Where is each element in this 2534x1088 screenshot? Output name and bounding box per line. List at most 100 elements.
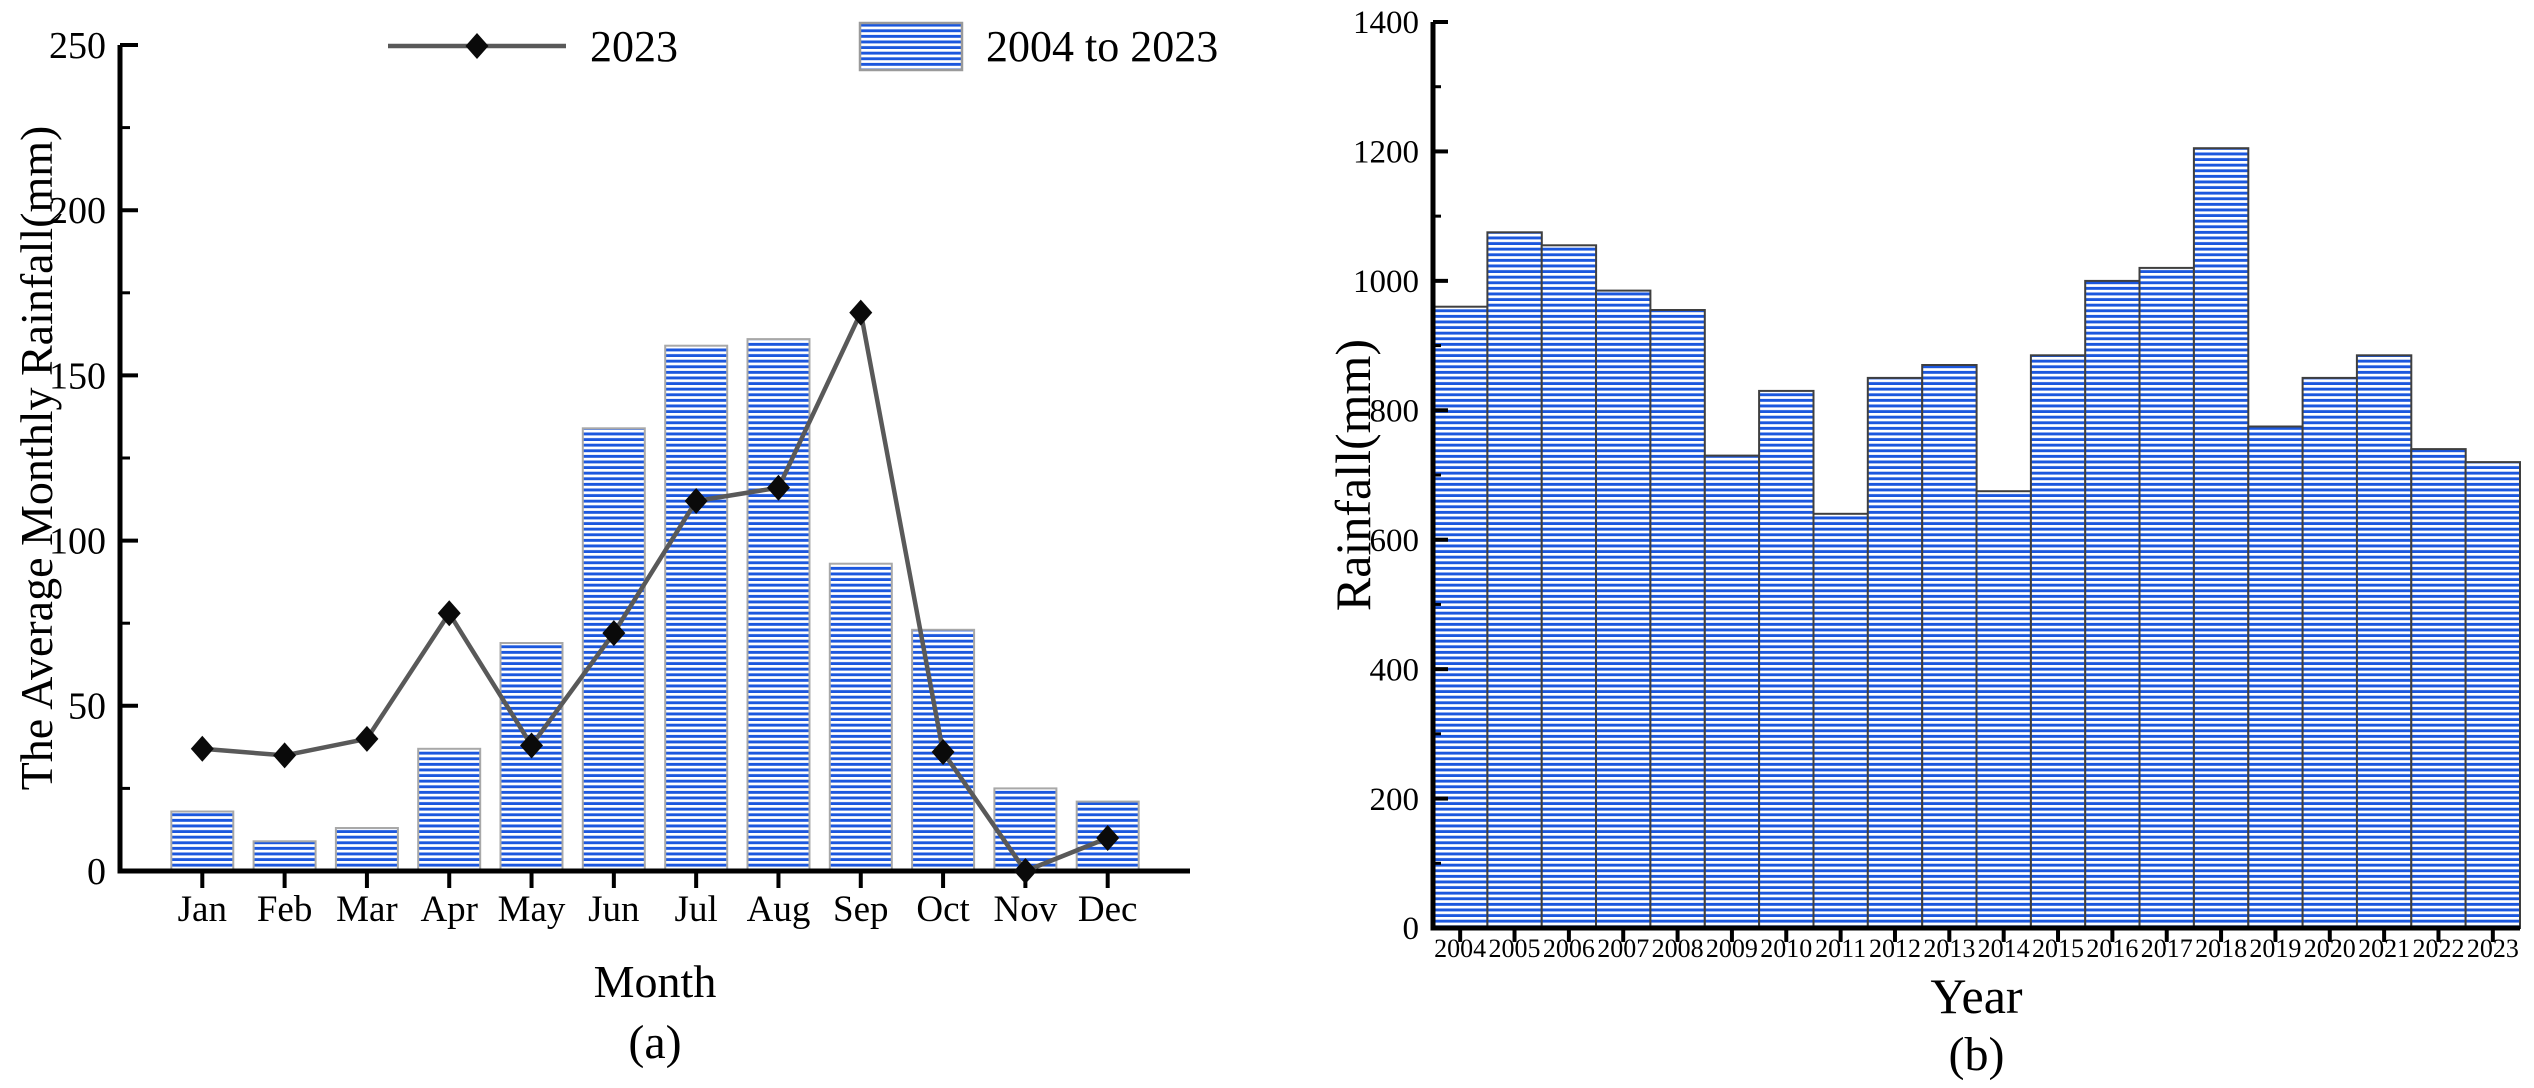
x-tick-label: Apr	[420, 889, 478, 930]
bar-2021	[2355, 354, 2413, 929]
x-tick-label: 2011	[1815, 934, 1866, 963]
bar-2009	[1703, 454, 1761, 929]
diamond-marker-Jan	[190, 735, 214, 762]
bar-2013	[1921, 364, 1978, 929]
bar-2010	[1758, 389, 1815, 929]
line-2023	[202, 310, 1109, 874]
bar-Jan	[170, 810, 235, 872]
x-tick-label: 2016	[2086, 934, 2138, 963]
bar-2007	[1595, 289, 1652, 930]
bar-2008	[1649, 309, 1706, 929]
x-tick-label: 2018	[2195, 934, 2247, 963]
bar-2020	[2301, 376, 2359, 929]
diamond-marker-Nov	[1013, 858, 1037, 884]
legend-bar-swatch	[858, 21, 964, 72]
x-tick-label: 2004	[1434, 934, 1486, 963]
bars-annual	[1432, 147, 2522, 930]
x-tick-label: 2008	[1652, 934, 1704, 963]
x-tick-label: Nov	[994, 889, 1058, 930]
panel-a-monthly-chart: 0 50 100 150 200 250 Jan Feb Mar Apr May Jun Jul Aug S…	[11, 21, 1218, 1069]
y-tick-label: 0	[1403, 911, 1420, 947]
x-tick-label: Jul	[675, 889, 718, 930]
y-tick-label: 200	[1370, 782, 1420, 818]
bar-2011	[1812, 512, 1869, 929]
diamond-marker-Jul	[684, 487, 708, 514]
diamond-marker-Jun	[602, 620, 626, 647]
x-tick-label: Mar	[336, 889, 398, 930]
bar-2017	[2138, 266, 2195, 929]
x-tick-label: 2009	[1706, 934, 1758, 963]
bar-2004	[1432, 305, 1489, 929]
x-tick-label: Jun	[588, 889, 639, 930]
x-tick-label: 2019	[2249, 934, 2301, 963]
x-tick-label: Jan	[178, 889, 227, 930]
line-series-2023	[190, 299, 1120, 884]
x-tick-label: Oct	[916, 889, 970, 930]
x-tick-label: Dec	[1078, 889, 1138, 930]
bar-Sep	[828, 562, 893, 872]
bar-Apr	[417, 747, 482, 872]
x-axis-title: Month	[594, 956, 717, 1007]
x-tick-label: May	[498, 889, 566, 930]
x-tick-label: 2013	[1923, 934, 1975, 963]
legend: 2023 2004 to 2023	[388, 21, 1218, 72]
x-axis-title: Year	[1930, 968, 2022, 1024]
legend-label-2004-2023: 2004 to 2023	[986, 22, 1218, 71]
x-tick-label: Aug	[747, 889, 811, 930]
x-tick-label: 2007	[1597, 934, 1649, 963]
panel-caption: (b)	[1949, 1028, 2005, 1081]
x-tick-label: Feb	[257, 889, 313, 930]
y-tick-label: 400	[1370, 652, 1420, 688]
bar-2022	[2410, 448, 2467, 929]
x-tick-label: 2021	[2358, 934, 2410, 963]
y-tick-label: 800	[1370, 394, 1420, 430]
y-tick-label: 1000	[1353, 264, 1419, 300]
y-tick-label: 1200	[1353, 135, 1419, 171]
x-tick-label: 2017	[2141, 934, 2193, 963]
diamond-marker-Apr	[437, 600, 461, 627]
y-axis-title: The Average Monthly Rainfall(mm)	[11, 126, 62, 791]
x-tick-label: 2015	[2032, 934, 2084, 963]
bars-monthly	[170, 338, 1140, 873]
panel-caption: (a)	[628, 1016, 681, 1069]
y-tick-label: 250	[49, 25, 106, 67]
y-tick-label: 50	[68, 686, 106, 728]
bar-2023	[2464, 461, 2522, 929]
x-tick-label: 2010	[1760, 934, 1812, 963]
diamond-marker-Sep	[849, 299, 873, 326]
bar-Aug	[746, 338, 811, 873]
bar-2006	[1540, 244, 1598, 930]
bar-Feb	[252, 840, 317, 872]
y-tick-label: 1400	[1353, 5, 1419, 41]
bar-2014	[1975, 490, 2032, 929]
x-tick-label: 2012	[1869, 934, 1921, 963]
x-tick-label: 2020	[2304, 934, 2356, 963]
y-tick-label: 150	[49, 355, 106, 397]
axes-monthly: 0 50 100 150 200 250 Jan Feb Mar Apr May Jun Jul Aug S…	[49, 25, 1190, 930]
diamond-marker-Feb	[273, 742, 297, 769]
diamond-marker-Mar	[355, 725, 379, 752]
y-tick-label: 200	[49, 190, 106, 232]
x-tick-label: Sep	[833, 889, 889, 930]
bar-2019	[2247, 425, 2304, 929]
diamond-marker-May	[520, 732, 544, 759]
bar-2016	[2084, 279, 2141, 929]
x-tick-label: 2023	[2467, 934, 2519, 963]
legend-diamond-icon	[465, 33, 489, 59]
x-tick-label: 2014	[1978, 934, 2030, 963]
bar-2012	[1866, 376, 1924, 929]
diamond-marker-Aug	[766, 474, 790, 501]
x-tick-label: 2005	[1489, 934, 1541, 963]
bar-Jun	[581, 427, 646, 872]
y-tick-label: 0	[87, 851, 106, 893]
diamond-marker-Oct	[931, 739, 955, 766]
bar-Mar	[334, 827, 399, 872]
y-tick-label: 600	[1370, 523, 1420, 559]
legend-label-2023: 2023	[590, 22, 678, 71]
y-tick-label: 100	[49, 521, 106, 563]
bar-Jul	[664, 344, 729, 872]
